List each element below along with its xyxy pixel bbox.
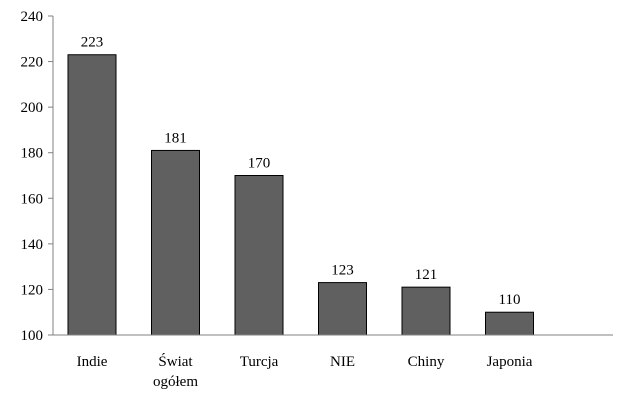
category-label-4: Chiny — [408, 354, 445, 370]
data-label-5: 110 — [499, 292, 521, 308]
category-label-0: Indie — [77, 354, 108, 370]
y-tick-label: 140 — [21, 237, 44, 253]
category-label-2: Turcja — [240, 354, 279, 370]
data-label-1: 181 — [164, 130, 187, 146]
category-label-3: NIE — [330, 354, 355, 370]
y-tick-label: 240 — [21, 9, 44, 25]
category-label-1-line-0: Świat — [158, 353, 193, 370]
category-label-1-line-1: ogółem — [153, 374, 198, 390]
y-tick-label: 100 — [21, 328, 44, 344]
y-axis-ticks: 100 120 140 160 180 200 220 240 — [21, 9, 53, 344]
y-tick-label: 200 — [21, 100, 44, 116]
data-label-0: 223 — [81, 35, 104, 51]
bar-2 — [234, 175, 284, 336]
y-tick-label: 220 — [21, 55, 44, 71]
category-label-5: Japonia — [487, 354, 533, 370]
bar-5 — [485, 311, 534, 336]
data-label-2: 170 — [248, 156, 271, 172]
data-label-3: 123 — [331, 263, 354, 279]
y-tick-label: 160 — [21, 191, 44, 207]
bar-0 — [67, 54, 117, 336]
bar-4 — [401, 286, 451, 336]
y-tick-label: 120 — [21, 282, 44, 298]
bar-3 — [318, 282, 367, 336]
data-labels: 223 181 170 123 121 110 — [81, 35, 521, 308]
data-label-4: 121 — [415, 267, 438, 283]
bars — [67, 54, 534, 336]
y-tick-label: 180 — [21, 146, 44, 162]
axes — [52, 16, 613, 336]
category-labels: Indie Świat ogółem Turcja NIE Chiny Japonia — [77, 353, 533, 390]
bar-1 — [151, 149, 200, 336]
